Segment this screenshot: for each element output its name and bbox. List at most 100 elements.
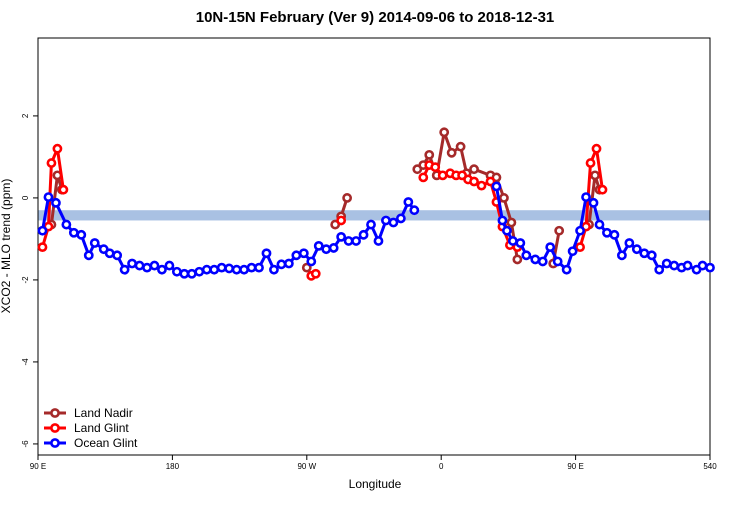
data-point bbox=[343, 236, 354, 246]
data-point bbox=[142, 262, 152, 273]
data-point bbox=[418, 172, 429, 183]
data-point bbox=[366, 219, 376, 230]
data-point bbox=[567, 246, 578, 257]
x-axis-label: Longitude bbox=[349, 477, 402, 491]
data-point bbox=[301, 262, 312, 273]
data-point bbox=[291, 250, 302, 261]
data-point bbox=[321, 244, 332, 255]
data-point bbox=[342, 193, 353, 203]
data-point bbox=[591, 143, 602, 154]
data-point bbox=[512, 254, 523, 265]
data-point bbox=[134, 260, 145, 271]
data-point bbox=[76, 229, 87, 240]
data-point bbox=[631, 244, 642, 255]
data-point bbox=[594, 219, 605, 230]
data-point bbox=[313, 240, 324, 251]
data-point bbox=[261, 248, 272, 259]
data-point bbox=[246, 262, 257, 273]
data-point bbox=[351, 236, 361, 246]
data-point bbox=[497, 215, 508, 226]
data-point bbox=[455, 141, 466, 152]
data-point bbox=[306, 256, 317, 267]
y-tick-label: 0 bbox=[21, 195, 30, 200]
data-point bbox=[112, 250, 123, 261]
data-point bbox=[58, 184, 69, 195]
data-point bbox=[437, 170, 448, 181]
data-point bbox=[602, 227, 612, 238]
data-point bbox=[209, 264, 220, 275]
data-point bbox=[186, 268, 197, 279]
legend-label: Land Glint bbox=[74, 421, 129, 435]
data-point bbox=[89, 238, 100, 248]
x-tick-label: 0 bbox=[439, 462, 444, 471]
data-point bbox=[46, 158, 57, 168]
data-point bbox=[201, 264, 212, 275]
data-point bbox=[705, 262, 715, 273]
plot-frame bbox=[37, 37, 711, 456]
data-point bbox=[476, 180, 487, 191]
data-point bbox=[336, 231, 347, 242]
data-point bbox=[485, 176, 496, 187]
data-point bbox=[521, 250, 532, 261]
x-tick-label: 90 E bbox=[30, 462, 46, 471]
data-point bbox=[430, 162, 441, 173]
data-point bbox=[388, 217, 399, 228]
data-point bbox=[469, 176, 479, 187]
data-point bbox=[682, 260, 693, 271]
data-point bbox=[328, 243, 339, 253]
data-point bbox=[506, 217, 517, 228]
data-point bbox=[545, 242, 556, 253]
chart-title: 10N-15N February (Ver 9) 2014-09-06 to 2… bbox=[196, 9, 555, 26]
data-point bbox=[581, 192, 591, 202]
y-tick-label: -4 bbox=[21, 358, 30, 366]
data-point bbox=[61, 219, 72, 230]
data-point bbox=[646, 250, 657, 261]
data-point bbox=[537, 256, 548, 267]
legend-marker bbox=[50, 438, 60, 448]
data-point bbox=[37, 225, 48, 236]
y-tick-label: 2 bbox=[21, 113, 30, 118]
data-point bbox=[669, 260, 680, 271]
data-point bbox=[585, 158, 596, 168]
data-point bbox=[499, 193, 509, 203]
data-point bbox=[224, 263, 235, 274]
data-point bbox=[51, 197, 61, 208]
x-tick-label: 90 W bbox=[297, 462, 316, 471]
data-point bbox=[439, 127, 450, 138]
data-point bbox=[231, 264, 242, 275]
data-point bbox=[269, 264, 279, 275]
data-point bbox=[654, 264, 665, 275]
y-tick-label: -6 bbox=[21, 440, 30, 448]
data-point bbox=[561, 264, 572, 275]
data-point bbox=[515, 238, 526, 248]
data-point bbox=[164, 260, 175, 271]
data-point bbox=[298, 248, 309, 259]
data-point bbox=[310, 268, 321, 279]
data-point bbox=[68, 227, 79, 238]
data-point bbox=[43, 192, 54, 202]
data-point bbox=[502, 225, 512, 236]
legend-label: Ocean Glint bbox=[74, 436, 138, 450]
data-point bbox=[157, 264, 167, 275]
data-point bbox=[469, 164, 479, 175]
data-point bbox=[104, 248, 115, 259]
y-axis-label: XCO2 - MLO trend (ppm) bbox=[0, 179, 13, 314]
data-point bbox=[552, 256, 563, 267]
data-point bbox=[336, 215, 347, 226]
data-point bbox=[37, 242, 48, 253]
data-point bbox=[446, 147, 457, 158]
data-point bbox=[575, 225, 585, 236]
data-point bbox=[194, 266, 205, 277]
data-point bbox=[616, 250, 627, 261]
y-tick-label: -2 bbox=[21, 276, 30, 284]
data-point bbox=[624, 238, 635, 248]
data-point bbox=[639, 248, 650, 259]
data-point bbox=[381, 215, 391, 226]
data-point bbox=[149, 260, 160, 271]
data-point bbox=[216, 262, 227, 273]
data-point bbox=[590, 170, 600, 181]
data-point bbox=[119, 264, 130, 275]
legend-label: Land Nadir bbox=[74, 406, 133, 420]
